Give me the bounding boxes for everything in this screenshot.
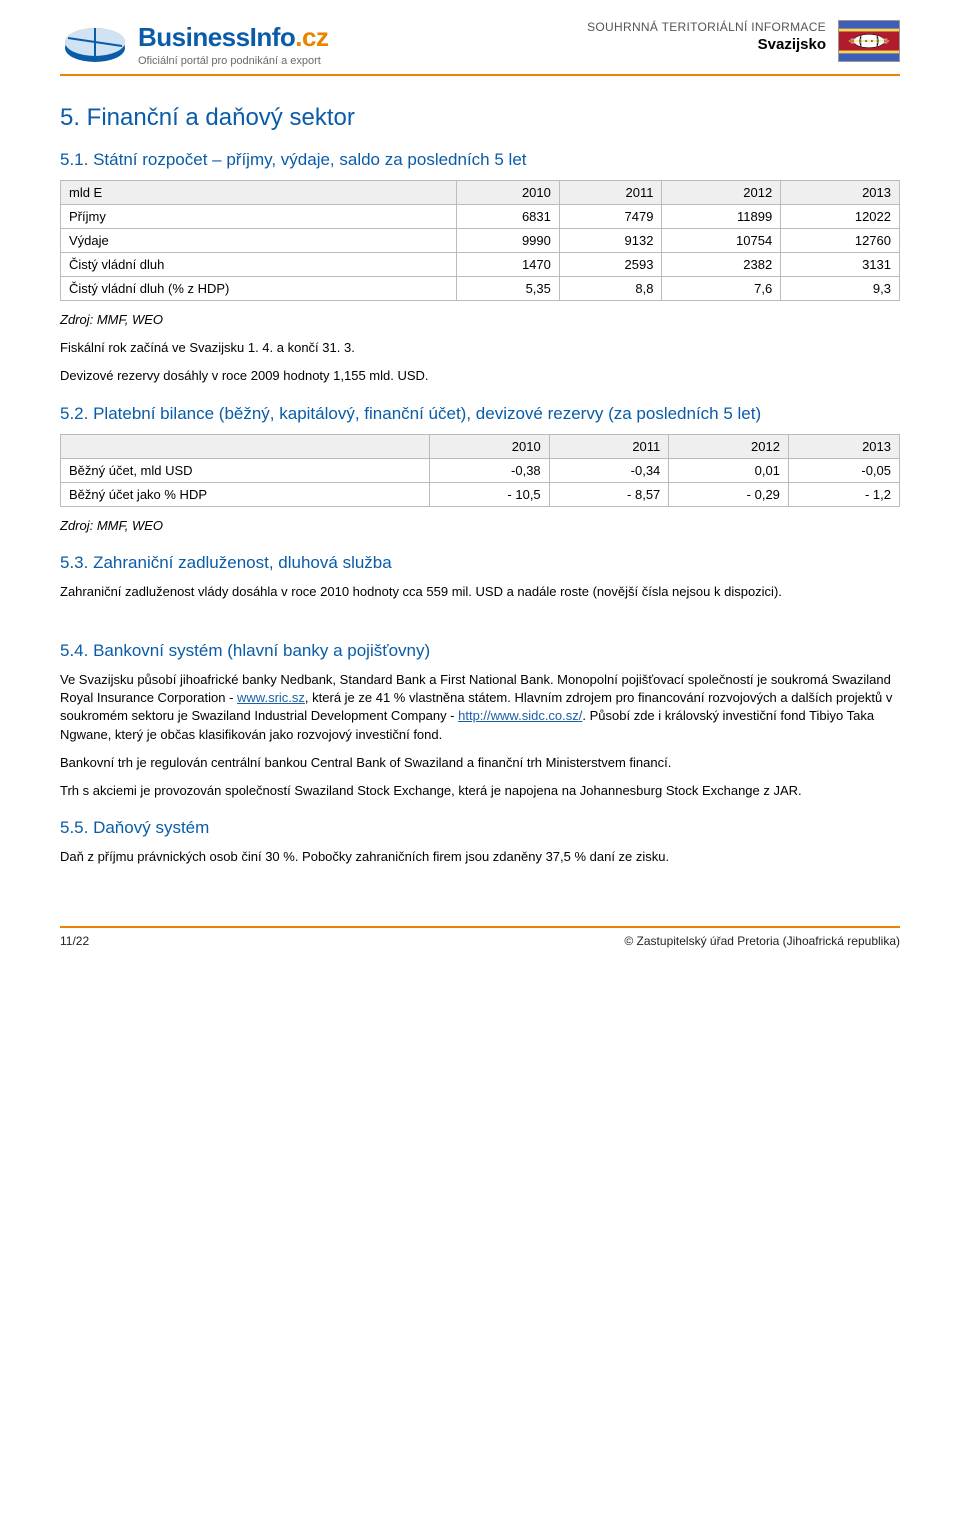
footer-credit: © Zastupitelský úřad Pretoria (Jihoafric… [624, 934, 900, 948]
header-subtitle: SOUHRNNÁ TERITORIÁLNÍ INFORMACE [587, 20, 826, 34]
td: Běžný účet jako % HDP [61, 482, 430, 506]
table-row: Čistý vládní dluh (% z HDP) 5,35 8,8 7,6… [61, 277, 900, 301]
td: 3131 [781, 253, 900, 277]
td: 8,8 [559, 277, 662, 301]
paragraph: Zahraniční zadluženost vlády dosáhla v r… [60, 583, 900, 601]
th: 2013 [781, 181, 900, 205]
section-5-4-title: 5.4. Bankovní systém (hlavní banky a poj… [60, 641, 900, 661]
th: mld E [61, 181, 457, 205]
tagline: Oficiální portál pro podnikání a export [138, 55, 328, 67]
section-5-5-title: 5.5. Daňový systém [60, 818, 900, 838]
link-sric[interactable]: www.sric.sz [237, 690, 305, 705]
th: 2012 [662, 181, 781, 205]
td: - 0,29 [669, 482, 789, 506]
td: 11899 [662, 205, 781, 229]
page-header: BusinessInfo.cz Oficiální portál pro pod… [60, 20, 900, 68]
td: 9132 [559, 229, 662, 253]
page-footer: 11/22 © Zastupitelský úřad Pretoria (Jih… [60, 926, 900, 948]
logo-block: BusinessInfo.cz Oficiální portál pro pod… [60, 20, 328, 68]
paragraph: Bankovní trh je regulován centrální bank… [60, 754, 900, 772]
brand-name: BusinessInfo.cz [138, 22, 328, 53]
budget-table: mld E 2010 2011 2012 2013 Příjmy 6831 74… [60, 180, 900, 301]
th [61, 434, 430, 458]
table-header-row: mld E 2010 2011 2012 2013 [61, 181, 900, 205]
td: - 8,57 [549, 482, 669, 506]
td: 2382 [662, 253, 781, 277]
td: -0,05 [788, 458, 899, 482]
td: 2593 [559, 253, 662, 277]
table-row: Čistý vládní dluh 1470 2593 2382 3131 [61, 253, 900, 277]
td: 9,3 [781, 277, 900, 301]
flag-icon [838, 20, 900, 62]
header-title: Svazijsko [587, 36, 826, 53]
td: 7,6 [662, 277, 781, 301]
source-note: Zdroj: MMF, WEO [60, 311, 900, 329]
td: Výdaje [61, 229, 457, 253]
table-row: Výdaje 9990 9132 10754 12760 [61, 229, 900, 253]
paragraph: Trh s akciemi je provozován společností … [60, 782, 900, 800]
td: 0,01 [669, 458, 789, 482]
td: Čistý vládní dluh [61, 253, 457, 277]
section-5-1-title: 5.1. Státní rozpočet – příjmy, výdaje, s… [60, 150, 900, 170]
td: 5,35 [457, 277, 560, 301]
td: - 10,5 [430, 482, 550, 506]
td: 1470 [457, 253, 560, 277]
td: 6831 [457, 205, 560, 229]
th: 2011 [549, 434, 669, 458]
balance-table: 2010 2011 2012 2013 Běžný účet, mld USD … [60, 434, 900, 507]
td: 7479 [559, 205, 662, 229]
table-row: Běžný účet, mld USD -0,38 -0,34 0,01 -0,… [61, 458, 900, 482]
brand-orange: .cz [295, 22, 328, 52]
th: 2011 [559, 181, 662, 205]
paragraph: Devizové rezervy dosáhly v roce 2009 hod… [60, 367, 900, 385]
table-row: Příjmy 6831 7479 11899 12022 [61, 205, 900, 229]
td: 12760 [781, 229, 900, 253]
section-5-title: 5. Finanční a daňový sektor [60, 104, 900, 132]
link-sidc[interactable]: http://www.sidc.co.sz/ [458, 708, 582, 723]
td: -0,38 [430, 458, 550, 482]
th: 2013 [788, 434, 899, 458]
header-divider [60, 74, 900, 76]
td: 12022 [781, 205, 900, 229]
section-5-3-title: 5.3. Zahraniční zadluženost, dluhová slu… [60, 553, 900, 573]
td: Čistý vládní dluh (% z HDP) [61, 277, 457, 301]
paragraph: Fiskální rok začíná ve Svazijsku 1. 4. a… [60, 339, 900, 357]
td: - 1,2 [788, 482, 899, 506]
paragraph: Daň z příjmu právnických osob činí 30 %.… [60, 848, 900, 866]
td: -0,34 [549, 458, 669, 482]
td: Příjmy [61, 205, 457, 229]
paragraph: Ve Svazijsku působí jihoafrické banky Ne… [60, 671, 900, 744]
td: Běžný účet, mld USD [61, 458, 430, 482]
th: 2010 [430, 434, 550, 458]
th: 2010 [457, 181, 560, 205]
section-5-2-title: 5.2. Platební bilance (běžný, kapitálový… [60, 404, 900, 424]
th: 2012 [669, 434, 789, 458]
brand-blue: BusinessInfo [138, 22, 295, 52]
page-number: 11/22 [60, 934, 89, 948]
table-header-row: 2010 2011 2012 2013 [61, 434, 900, 458]
td: 10754 [662, 229, 781, 253]
table-row: Běžný účet jako % HDP - 10,5 - 8,57 - 0,… [61, 482, 900, 506]
logo-icon [60, 20, 130, 68]
td: 9990 [457, 229, 560, 253]
source-note: Zdroj: MMF, WEO [60, 517, 900, 535]
